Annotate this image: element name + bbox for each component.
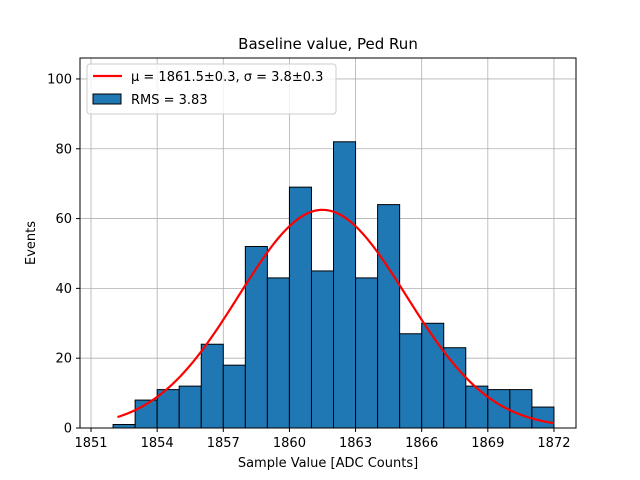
chart-title: Baseline value, Ped Run [238,35,418,53]
x-tick-label: 1854 [141,436,174,451]
y-axis-ticks: 0 20 40 60 80 100 [47,72,80,437]
y-tick-label: 80 [55,142,72,157]
histogram-bar [465,385,489,429]
histogram-bar [200,343,224,429]
histogram-bar [333,141,357,429]
histogram-bar [399,333,423,429]
legend: μ = 1861.5±0.3, σ = 3.8±0.3 RMS = 3.83 [86,63,337,115]
y-tick-label: 40 [55,282,72,297]
histogram-bar [509,389,533,429]
legend-fit-label: μ = 1861.5±0.3, σ = 3.8±0.3 [131,70,323,85]
legend-box [86,63,337,115]
x-tick-label: 1863 [339,436,372,451]
x-axis-label: Sample Value [ADC Counts] [238,456,418,471]
x-tick-label: 1851 [74,436,107,451]
histogram-bar [421,322,445,429]
histogram-bar [531,406,555,429]
y-tick-label: 60 [55,212,72,227]
x-axis-ticks: 1851 1854 1857 1860 1863 1866 1869 1872 [74,428,571,451]
y-tick-label: 0 [64,422,72,437]
histogram-bar [266,277,290,429]
histogram-bar [377,204,401,429]
y-axis-label: Events [24,221,39,265]
y-tick-label: 100 [47,72,72,87]
x-tick-label: 1866 [405,436,438,451]
x-tick-label: 1872 [537,436,570,451]
x-tick-label: 1857 [207,436,240,451]
plot-frame [79,57,577,429]
legend-hist-label: RMS = 3.83 [131,93,208,108]
gaussian-fit-curve [117,208,555,425]
x-tick-label: 1869 [471,436,504,451]
histogram-bar [310,270,335,429]
legend-hist-swatch [92,93,122,105]
histogram-bars [112,141,555,429]
histogram-bar [443,347,467,429]
histogram-bar [112,424,136,429]
y-tick-label: 20 [55,352,72,367]
histogram-bar [178,385,202,429]
histogram-bar [222,364,246,429]
histogram-bar [355,277,379,429]
x-tick-label: 1860 [273,436,306,451]
histogram-bar [244,245,268,429]
